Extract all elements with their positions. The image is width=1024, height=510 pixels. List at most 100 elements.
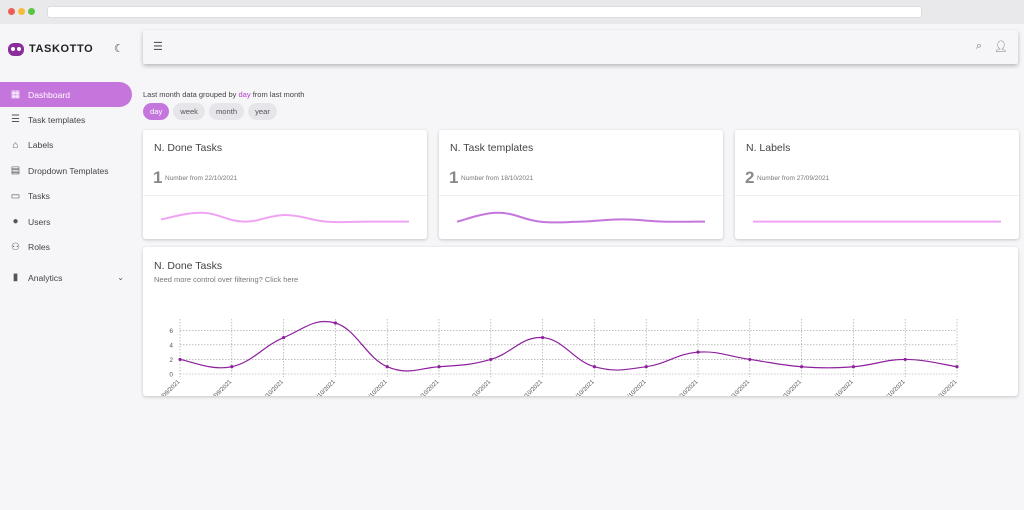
stat-card: N. Labels 2 Number from 27/09/2021	[735, 130, 1019, 239]
dashboard-icon: ▦	[10, 89, 21, 100]
sidebar-item-dashboard[interactable]: ▦ Dashboard	[0, 82, 132, 107]
sidebar-nav: ▦ Dashboard ☰ Task templates ⌂ Labels ▤ Dropdow…	[0, 82, 132, 291]
data-point	[489, 357, 493, 362]
stat-card-value: 1	[153, 168, 163, 187]
period-chip-month[interactable]: month	[208, 103, 245, 120]
x-tick-label: 13/10/2021	[622, 379, 648, 396]
sidebar-item-label: Dashboard	[28, 89, 71, 100]
stat-card-subtitle: Number from 27/09/2021	[757, 175, 830, 182]
x-tick-label: 08/10/2021	[467, 379, 493, 396]
filter-link[interactable]: Need more control over filtering? Click …	[154, 275, 299, 284]
dropdown-template-icon: ▤	[10, 165, 21, 177]
close-window-dot[interactable]	[8, 8, 15, 15]
sidebar-item-labels[interactable]: ⌂ Labels	[0, 133, 132, 159]
stat-card-title: N. Done Tasks	[154, 142, 223, 154]
sidebar-item-label: Tasks	[28, 191, 50, 202]
stat-card-subtitle: Number from 18/10/2021	[461, 175, 534, 182]
x-tick-label: 11/10/2021	[571, 379, 597, 396]
x-tick-label: 16/10/2021	[726, 379, 752, 396]
sidebar-item-dropdown-templates[interactable]: ▤ Dropdown Templates	[0, 158, 132, 184]
chevron-down-icon: ⌄	[117, 273, 124, 283]
x-tick-label: 04/10/2021	[311, 379, 337, 396]
stat-card: N. Done Tasks 1 Number from 22/10/2021	[143, 130, 427, 239]
x-tick-label: 22/10/2021	[933, 379, 959, 396]
sparkline	[456, 211, 706, 224]
stat-card-title: N. Labels	[746, 142, 791, 154]
divider	[439, 195, 723, 196]
x-tick-label: 05/10/2021	[363, 379, 389, 396]
data-point	[851, 365, 856, 369]
series-line	[179, 320, 958, 372]
search-icon[interactable]: ⌕	[975, 40, 982, 52]
done-tasks-chart-card: N. Done Tasks Need more control over fil…	[143, 247, 1018, 396]
data-point	[955, 365, 959, 369]
data-point	[333, 321, 337, 325]
sidebar: TASKOTTO ☾ ▦ Dashboard ☰ Task templates ⌂ Lab…	[0, 24, 138, 510]
x-tick-label: 10/10/2021	[519, 379, 545, 396]
browser-chrome	[0, 0, 1024, 24]
data-point	[541, 335, 545, 340]
logo[interactable]: TASKOTTO	[8, 41, 93, 57]
sidebar-item-label: Labels	[28, 140, 54, 151]
person-icon: ●	[12, 216, 19, 228]
y-tick-label: 2	[169, 357, 173, 364]
x-tick-label: 18/10/2021	[829, 379, 855, 396]
sidebar-item-users[interactable]: ● Users	[0, 209, 132, 235]
sidebar-item-tasks[interactable]: ▭ Tasks	[0, 184, 132, 210]
sidebar-item-label: Dropdown Templates	[28, 165, 109, 176]
period-chip-week[interactable]: week	[173, 103, 205, 120]
data-point	[644, 365, 648, 369]
period-chips: day week month year	[143, 103, 277, 120]
stat-card-value: 1	[449, 168, 459, 187]
data-point	[748, 357, 752, 362]
minimize-window-dot[interactable]	[18, 8, 25, 15]
filter-prefix: Last month data grouped by	[143, 90, 237, 99]
divider	[143, 195, 427, 196]
top-bar: ☰ ⌕ 👤︎	[143, 30, 1018, 64]
sidebar-item-roles[interactable]: ⚇ Roles	[0, 235, 132, 261]
bar-chart-icon: ▮	[12, 272, 19, 284]
y-tick-label: 4	[169, 342, 173, 349]
x-tick-label: 03/10/2021	[260, 379, 286, 396]
data-point	[903, 357, 907, 362]
period-chip-year[interactable]: year	[248, 103, 277, 120]
sparkline	[160, 211, 409, 224]
chart-title: N. Done Tasks	[154, 260, 223, 272]
dark-mode-toggle-icon[interactable]: ☾	[114, 43, 124, 55]
data-point	[696, 350, 700, 354]
sidebar-item-task-templates[interactable]: ☰ Task templates	[0, 107, 132, 133]
hamburger-menu-icon[interactable]: ☰	[153, 41, 163, 53]
data-point	[230, 365, 234, 369]
octopus-logo-icon	[8, 42, 24, 56]
app-name: TASKOTTO	[29, 43, 94, 55]
address-bar[interactable]	[47, 6, 922, 18]
sidebar-item-analytics[interactable]: ▮ Analytics ⌄	[0, 265, 132, 291]
archive-icon: ▭	[10, 190, 21, 202]
sidebar-item-label: Analytics	[28, 272, 63, 283]
x-tick-label: 29/09/2021	[208, 379, 234, 396]
stat-card: N. Task templates 1 Number from 18/10/2021	[439, 130, 723, 239]
x-tick-label: 17/10/2021	[778, 379, 804, 396]
filter-suffix: from last month	[252, 90, 305, 99]
y-tick-label: 0	[169, 372, 173, 379]
data-point	[178, 357, 182, 362]
filter-description: Last month data grouped by day from last…	[143, 90, 304, 99]
sidebar-item-label: Roles	[28, 242, 50, 253]
sidebar-item-label: Task templates	[28, 114, 86, 125]
stat-card-subtitle: Number from 22/10/2021	[165, 175, 238, 182]
x-tick-label: 06/10/2021	[415, 379, 441, 396]
account-icon[interactable]: 👤︎	[994, 41, 1008, 53]
data-point	[385, 365, 389, 369]
tag-icon: ⌂	[12, 139, 19, 151]
filter-period-highlight: day	[238, 90, 251, 99]
data-point	[800, 365, 804, 369]
divider	[735, 195, 1019, 196]
sparkline-series	[160, 211, 409, 224]
checklist-icon: ☰	[11, 114, 20, 126]
period-chip-day[interactable]: day	[143, 103, 170, 120]
maximize-window-dot[interactable]	[28, 8, 35, 15]
x-tick-label: 14/10/2021	[674, 379, 700, 396]
stat-card-value: 2	[745, 168, 755, 187]
sidebar-item-label: Users	[28, 216, 51, 227]
line-chart: 0 2 4 6 27/09/2021 29/09/2021 03/10/2021 04/10/…	[156, 319, 959, 396]
